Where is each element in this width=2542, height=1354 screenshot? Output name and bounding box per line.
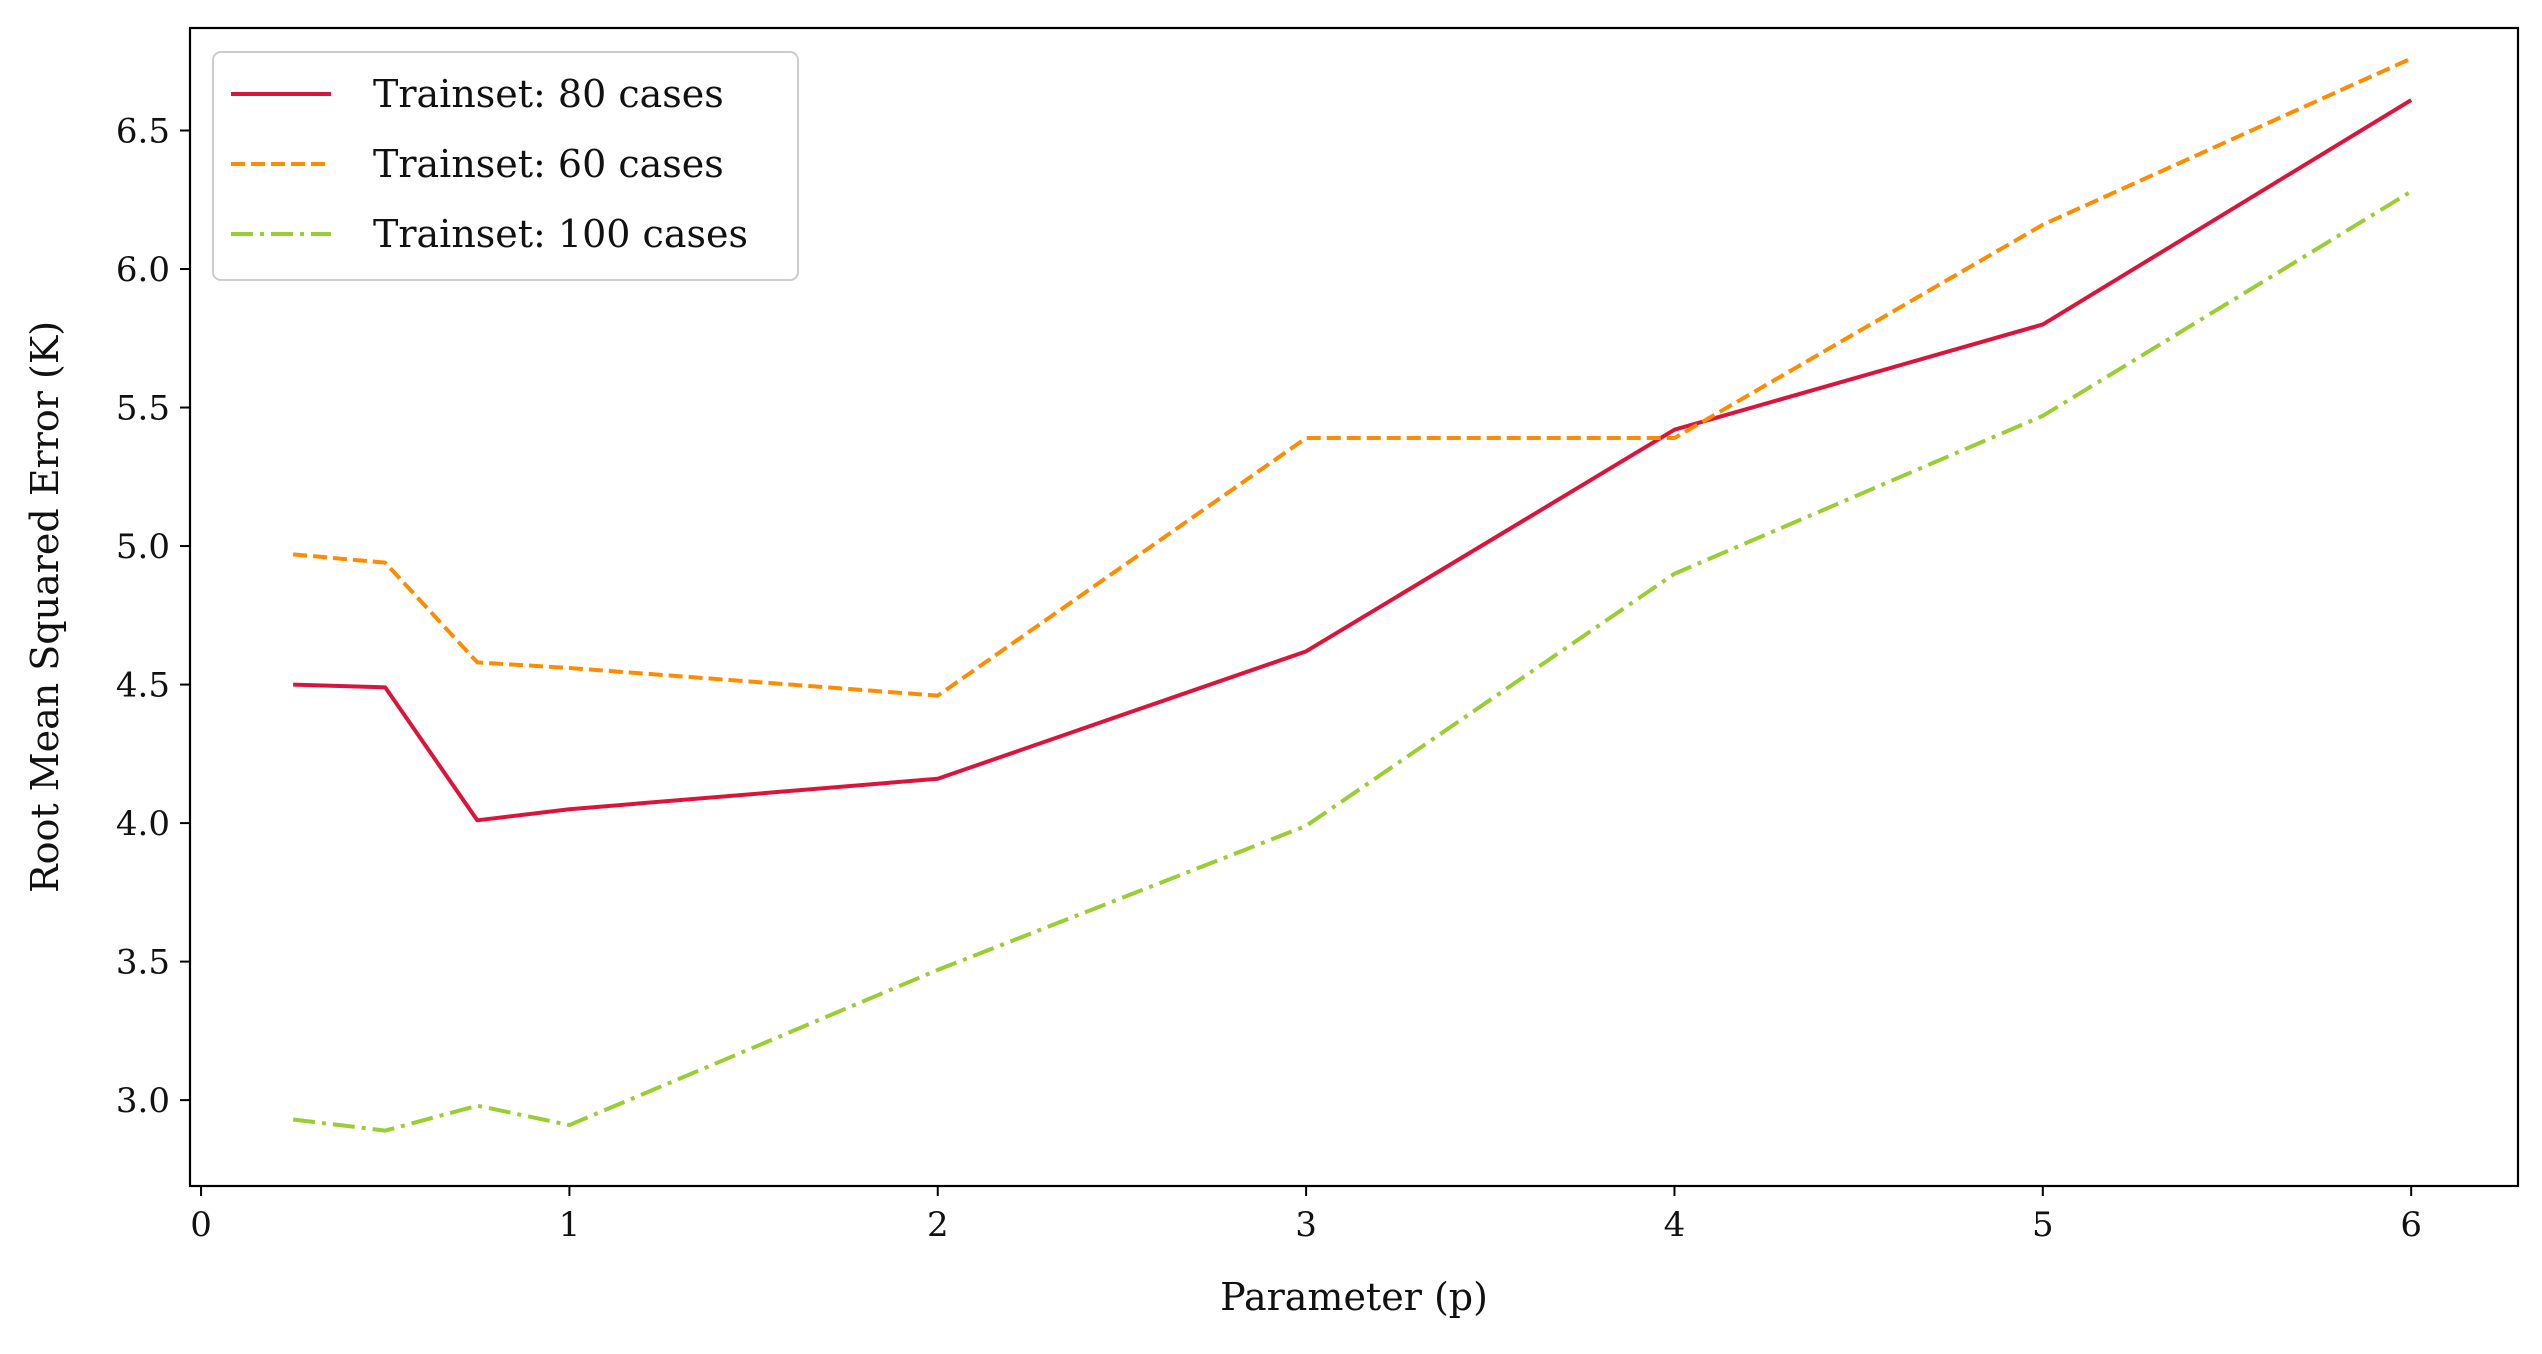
- y-tick-label: 3.5: [116, 943, 170, 983]
- x-tick-label: 3: [1295, 1205, 1317, 1245]
- x-tick-label: 1: [559, 1205, 581, 1245]
- legend-entry-label: Trainset: 100 cases: [373, 212, 748, 256]
- legend: Trainset: 80 cases Trainset: 60 cases Trai…: [212, 51, 799, 281]
- legend-entry-label: Trainset: 80 cases: [373, 72, 724, 116]
- y-tick-label: 4.0: [116, 804, 170, 844]
- legend-box: [212, 51, 799, 281]
- y-tick-label: 6.5: [116, 112, 170, 152]
- y-tick-label: 5.0: [116, 527, 170, 567]
- plot-frame: [188, 26, 2520, 1188]
- legend-entry-label: Trainset: 60 cases: [373, 142, 724, 186]
- x-tick-label: 2: [927, 1205, 949, 1245]
- x-tick-label: 6: [2400, 1205, 2422, 1245]
- x-axis-label: Parameter (p): [1220, 1275, 1488, 1319]
- x-tick-label: 4: [1664, 1205, 1686, 1245]
- series-line-3: [292, 189, 2413, 1133]
- y-tick-label: 3.0: [116, 1081, 170, 1121]
- y-tick-label: 6.0: [116, 250, 170, 290]
- series-line-1: [293, 98, 2413, 823]
- series-line-2: [292, 56, 2413, 698]
- x-tick-label: 0: [190, 1205, 212, 1245]
- x-tick-label: 5: [2032, 1205, 2054, 1245]
- y-tick-label: 5.5: [116, 389, 170, 429]
- series-group: [292, 56, 2413, 1133]
- y-tick-label: 4.5: [116, 666, 170, 706]
- y-axis-label: Root Mean Squared Error (K): [23, 321, 67, 893]
